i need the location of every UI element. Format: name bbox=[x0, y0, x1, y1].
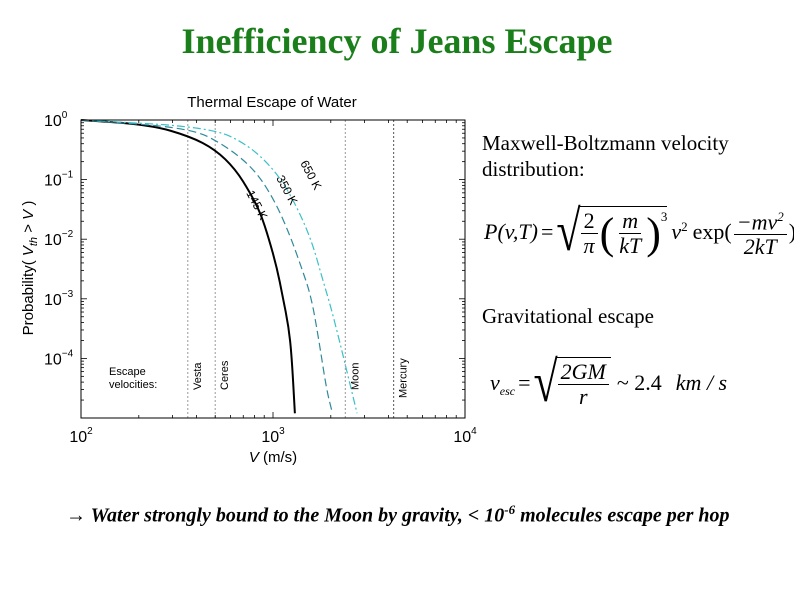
escape-label-ceres: Ceres bbox=[219, 360, 231, 390]
frac-num: m bbox=[619, 209, 642, 235]
escape-velocities-label: Escape bbox=[109, 366, 146, 378]
y-tick-label: 100 bbox=[44, 110, 68, 130]
formula-lhs: P(v,T) bbox=[484, 219, 538, 245]
maxwell-boltzmann-label: Maxwell-Boltzmann velocity distribution: bbox=[482, 131, 729, 181]
frac-den: π bbox=[583, 233, 595, 259]
conclusion-part-b: molecules escape per hop bbox=[515, 504, 730, 527]
x-tick-label: 104 bbox=[453, 426, 477, 446]
frac-den: kT bbox=[619, 233, 642, 259]
chart-title: Thermal Escape of Water bbox=[187, 94, 357, 111]
gravitational-escape-label: Gravitational escape bbox=[482, 304, 654, 328]
curve-label: 350 K bbox=[273, 173, 300, 207]
exp-den: 2kT bbox=[743, 234, 777, 260]
units: km / s bbox=[675, 370, 728, 395]
x-tick-label: 102 bbox=[69, 426, 93, 446]
v-exponent: 2 bbox=[681, 219, 688, 234]
y-tick-label: 10−2 bbox=[44, 229, 74, 249]
frac-den: r bbox=[579, 384, 588, 409]
escape-label-vesta: Vesta bbox=[192, 362, 204, 390]
y-axis-label: Probability( Vth > V ) bbox=[20, 201, 40, 336]
cube-exponent: 3 bbox=[660, 209, 668, 225]
escape-velocity-formula: v esc = √ 2GM r ~ 2.4 km / s bbox=[490, 350, 728, 415]
slide-title: Inefficiency of Jeans Escape bbox=[181, 21, 613, 61]
formula-eq: = bbox=[518, 370, 531, 395]
escape-label-moon: Moon bbox=[349, 362, 361, 390]
conclusion-part-a: Water strongly bound to the Moon by grav… bbox=[86, 504, 505, 527]
escape-velocities-label-2: velocities: bbox=[109, 379, 157, 391]
approx-value: ~ 2.4 bbox=[616, 370, 662, 395]
close-paren: ) bbox=[789, 219, 794, 245]
formula-subscript: esc bbox=[499, 384, 516, 398]
conclusion-text: → Water strongly bound to the Moon by gr… bbox=[66, 495, 766, 531]
curve-145k bbox=[80, 119, 296, 414]
x-axis-label: V (m/s) bbox=[249, 449, 297, 466]
frac-num: 2 bbox=[580, 209, 598, 235]
curve-label: 145 K bbox=[243, 188, 270, 222]
frac-num: 2GM bbox=[557, 360, 609, 385]
x-tick-label: 103 bbox=[261, 426, 285, 446]
y-tick-label: 10−4 bbox=[44, 348, 74, 368]
axes: 102 103 104 100 10−1 10−2 10−3 10−4 bbox=[44, 110, 477, 446]
escape-label-mercury: Mercury bbox=[398, 358, 410, 398]
formula-lhs: v bbox=[490, 370, 500, 395]
curve-label: 650 K bbox=[297, 158, 324, 192]
thermal-escape-chart: Thermal Escape of Water Vesta Ceres Moon Me… bbox=[20, 94, 477, 466]
exp-num-exponent: 2 bbox=[777, 209, 784, 224]
arrow-right-icon: → bbox=[66, 504, 86, 527]
exp-function: exp( bbox=[692, 219, 732, 245]
formula-eq: = bbox=[540, 219, 554, 245]
curve-350k bbox=[80, 119, 334, 414]
conclusion-exponent: -6 bbox=[504, 502, 516, 517]
y-tick-label: 10−3 bbox=[44, 289, 74, 309]
y-tick-label: 10−1 bbox=[44, 170, 74, 190]
exp-num: −mv bbox=[736, 209, 778, 235]
v-squared: v bbox=[671, 219, 682, 245]
